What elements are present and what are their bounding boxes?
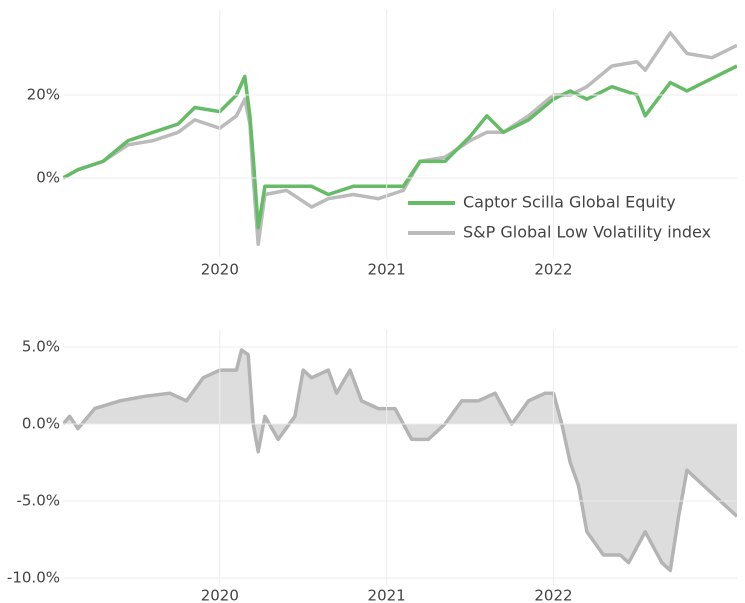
series-line	[63, 31, 737, 247]
y-tick-label: 0.0%	[22, 414, 60, 432]
series-line	[63, 348, 737, 573]
y-tick-label: 20%	[27, 86, 60, 104]
x-tick-label: 2022	[534, 261, 572, 279]
x-tick-label: 2020	[201, 261, 239, 279]
x-tick-label: 2022	[534, 587, 572, 603]
y-tick-label: 0%	[36, 168, 60, 186]
legend-label: S&P Global Low Volatility index	[463, 223, 711, 242]
x-tick-label: 2020	[201, 587, 239, 603]
legend-label: Captor Scilla Global Equity	[463, 193, 676, 212]
series-line	[63, 64, 737, 230]
y-tick-label: 5.0%	[22, 337, 60, 355]
x-tick-label: 2021	[368, 261, 406, 279]
area-fill	[63, 350, 737, 571]
y-tick-label: -5.0%	[16, 492, 60, 510]
x-tick-label: 2021	[368, 587, 406, 603]
y-tick-label: -10.0%	[7, 569, 60, 587]
plot	[63, 31, 737, 247]
plot	[63, 348, 737, 573]
